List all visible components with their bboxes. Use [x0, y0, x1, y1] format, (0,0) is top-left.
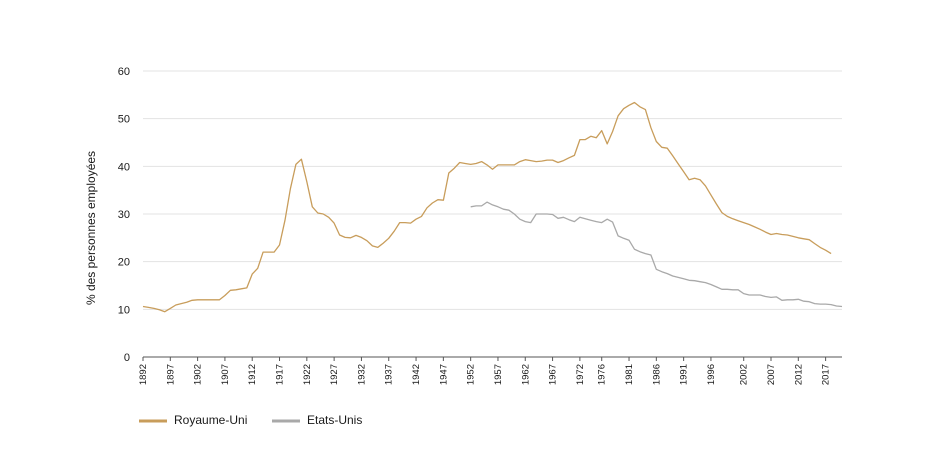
x-tick-label: 1897 — [165, 364, 176, 385]
x-tick-label: 1932 — [356, 364, 367, 385]
legend-label: Etats-Unis — [307, 413, 362, 427]
x-tick-label: 1996 — [706, 364, 717, 385]
gridlines — [143, 70, 842, 310]
y-tick-label: 60 — [118, 66, 130, 78]
x-tick-label: 1967 — [548, 364, 559, 385]
y-tick-label: 50 — [118, 114, 130, 126]
y-axis-ticks: 0 10 20 30 40 50 60 — [118, 66, 130, 364]
x-tick-label: 1927 — [329, 364, 340, 385]
x-axis-ticks: 1892 1897 1902 1907 1912 1917 1922 1927 1932 1937… — [138, 357, 832, 385]
y-tick-label: 40 — [118, 161, 130, 173]
x-tick-label: 1976 — [597, 364, 608, 385]
y-tick-label: 20 — [118, 257, 130, 269]
x-tick-label: 2012 — [793, 364, 804, 385]
legend: Royaume-Uni Etats-Unis — [139, 413, 362, 427]
x-tick-label: 1962 — [520, 364, 531, 385]
x-tick-label: 1981 — [624, 364, 635, 385]
x-tick-label: 1986 — [651, 364, 662, 385]
y-tick-label: 0 — [124, 352, 130, 364]
y-tick-label: 10 — [118, 304, 130, 316]
x-tick-label: 1991 — [679, 364, 690, 385]
x-tick-label: 1952 — [466, 364, 477, 385]
series-line-etats-unis — [470, 201, 843, 308]
x-tick-label: 1957 — [493, 364, 504, 385]
x-tick-label: 1902 — [193, 364, 204, 385]
y-axis-title: % des personnes employées — [84, 151, 98, 305]
x-tick-label: 1917 — [275, 364, 286, 385]
x-tick-label: 1922 — [302, 364, 313, 385]
series-line-royaume-uni — [142, 101, 832, 313]
x-tick-label: 1937 — [384, 364, 395, 385]
series-lines — [142, 101, 843, 313]
x-tick-label: 1907 — [220, 364, 231, 385]
x-tick-label: 1912 — [247, 364, 258, 385]
x-tick-label: 1942 — [411, 364, 422, 385]
legend-label: Royaume-Uni — [174, 413, 247, 427]
x-tick-label: 1972 — [575, 364, 586, 385]
x-tick-label: 1947 — [438, 364, 449, 385]
x-tick-label: 2017 — [821, 364, 832, 385]
x-tick-label: 2007 — [766, 364, 777, 385]
y-tick-label: 30 — [118, 209, 130, 221]
x-tick-label: 1892 — [138, 364, 149, 385]
x-tick-label: 2002 — [739, 364, 750, 385]
